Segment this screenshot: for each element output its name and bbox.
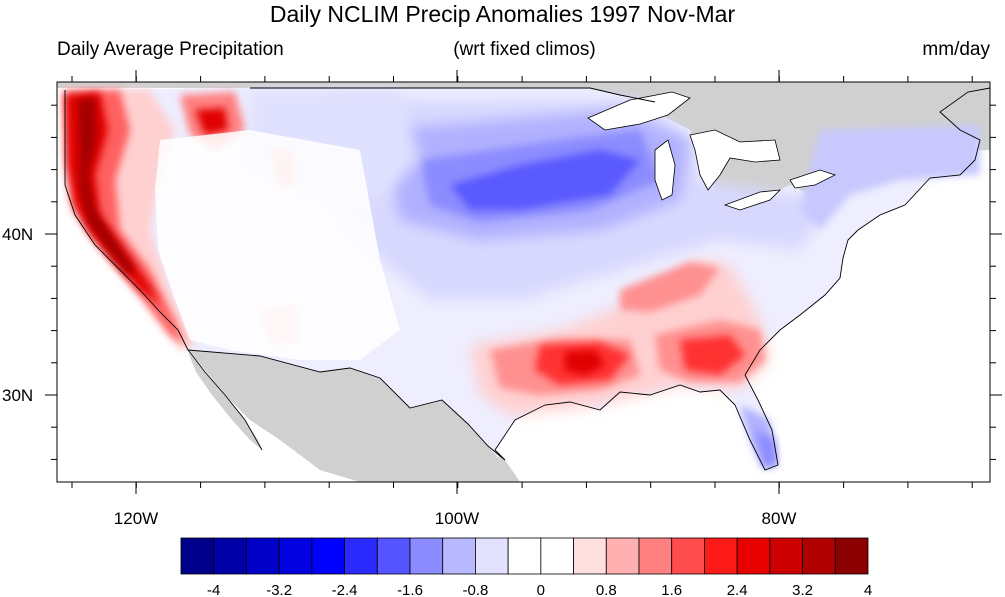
map-title: Daily NCLIM Precip Anomalies 1997 Nov-Ma… — [269, 1, 736, 27]
colorbar-label: -1.6 — [397, 582, 423, 597]
colorbar-swatch — [311, 537, 345, 575]
colorbar-swatch — [409, 537, 444, 575]
canada-land — [57, 82, 990, 210]
colorbar-swatch — [475, 537, 509, 575]
colorbar-swatch — [638, 537, 673, 575]
colorbar-swatch — [605, 537, 640, 575]
colorbar-label: -0.8 — [462, 582, 488, 597]
colorbar-swatch — [278, 537, 313, 575]
colorbar-swatch — [769, 537, 803, 575]
wet-anomalies-west — [62, 90, 400, 360]
axis-ticks — [45, 70, 1002, 494]
colorbar: -4 -3.2 -2.4 -1.6 -0.8 0 0.8 1.6 2.4 3.2 4 — [180, 537, 872, 597]
colorbar-swatch — [802, 537, 836, 575]
colorbar-swatch — [376, 537, 411, 575]
dry-anomalies — [250, 90, 980, 468]
colorbar-swatch — [573, 537, 607, 575]
plot-frame — [56, 81, 991, 483]
subtitle-center: (wrt fixed climos) — [453, 39, 596, 60]
lat-label-30n: 30N — [2, 386, 33, 405]
subtitle-units: mm/day — [922, 39, 990, 60]
wet-anomalies-southeast — [470, 260, 770, 415]
great-lakes — [587, 91, 837, 211]
colorbar-label: -2.4 — [332, 582, 358, 597]
colorbar-swatch — [736, 537, 771, 575]
lon-label-120w: 120W — [114, 509, 158, 528]
coastlines — [64, 87, 990, 471]
colorbar-label: 0.8 — [596, 582, 617, 597]
colorbar-label: 0 — [537, 582, 545, 597]
colorbar-label: -3.2 — [266, 582, 292, 597]
colorbar-swatch — [213, 537, 247, 575]
colorbar-swatch — [507, 537, 542, 575]
colorbar-label: -4 — [207, 582, 220, 597]
colorbar-label: 2.4 — [727, 582, 748, 597]
colorbar-label: 3.2 — [792, 582, 813, 597]
lon-label-80w: 80W — [762, 509, 797, 528]
colorbar-swatch — [246, 537, 280, 575]
colorbar-swatch — [704, 537, 738, 575]
lon-label-100w: 100W — [435, 509, 479, 528]
colorbar-label: 1.6 — [661, 582, 682, 597]
colorbar-swatch — [180, 537, 215, 575]
map-area — [57, 82, 990, 482]
colorbar-swatch — [344, 537, 378, 575]
colorbar-swatch — [540, 537, 574, 575]
lat-label-40n: 40N — [2, 225, 33, 244]
baja-california — [188, 352, 262, 450]
colorbar-swatch — [442, 537, 476, 575]
mexico-land — [188, 350, 520, 482]
subtitle-left: Daily Average Precipitation — [57, 39, 284, 60]
colorbar-label: 4 — [864, 582, 872, 597]
colorbar-swatch — [834, 537, 869, 575]
colorbar-swatch — [671, 537, 705, 575]
